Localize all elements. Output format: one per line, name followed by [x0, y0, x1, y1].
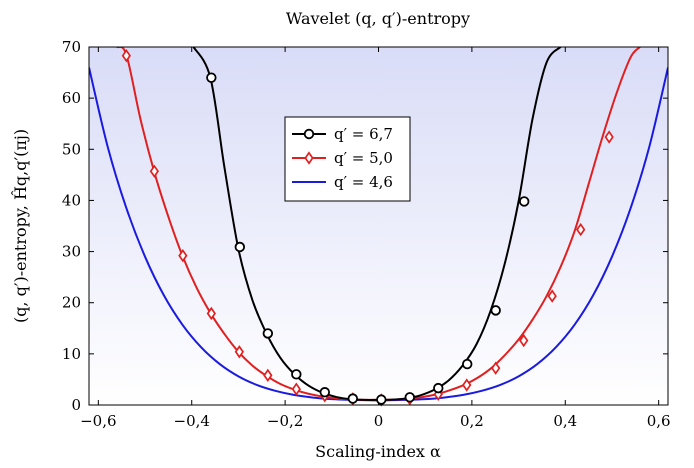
y-tick-label: 50: [62, 140, 81, 158]
legend-label-0: q′ = 6,7: [334, 125, 393, 143]
x-tick-label: 0: [374, 412, 384, 430]
legend-marker-1: [304, 151, 314, 165]
series-1-point: [178, 248, 188, 263]
series-1-point: [576, 222, 586, 237]
series-1-point: [263, 368, 273, 383]
x-tick-label: 0,6: [647, 412, 671, 430]
series-1-point: [234, 345, 244, 359]
series-1-point: [547, 289, 557, 303]
series-0-point: [376, 394, 387, 405]
y-tick-labels: 0 10 20 30 40 50 60 70: [62, 38, 81, 414]
y-tick-label: 40: [62, 191, 81, 209]
y-tick-label: 10: [62, 345, 81, 363]
plot-background: [89, 47, 668, 405]
series-0-point: [462, 358, 473, 370]
x-axis-title: Scaling-index α: [315, 442, 441, 461]
x-tick-label: 0,2: [460, 412, 484, 430]
legend-marker-0: [303, 128, 315, 140]
series-1-point: [149, 164, 160, 178]
series-1-point: [519, 333, 529, 348]
x-tick-label: −0,4: [174, 412, 210, 430]
series-0-point: [319, 387, 331, 398]
series-0-point: [234, 241, 246, 253]
y-tick-label: 60: [62, 89, 81, 107]
series-1-point: [491, 361, 501, 375]
series-0-point: [262, 328, 274, 339]
series-0-point: [404, 392, 415, 403]
marker-group: [121, 49, 614, 407]
x-tick-label: 0,4: [553, 412, 577, 430]
y-axis-title: (q, q′)-entropy, Ĥq,q′(πj): [10, 129, 30, 323]
y-tick-label: 70: [62, 38, 81, 56]
series-1-point: [291, 382, 301, 396]
series-1-point: [206, 306, 216, 321]
y-tick-label: 0: [71, 396, 81, 414]
y-tick-label: 30: [62, 243, 81, 261]
series-1-point: [604, 130, 614, 144]
series-1-point: [462, 378, 472, 392]
series-1-point: [121, 49, 131, 63]
series-0-point: [518, 196, 530, 207]
plot-frame: [88, 46, 669, 406]
series-0-point: [490, 305, 501, 316]
legend-label-2: q′ = 4,6: [334, 173, 393, 191]
series-0-point: [347, 393, 359, 404]
series-0-point: [291, 369, 302, 380]
x-tick-label: −0,2: [267, 412, 303, 430]
legend-label-1: q′ = 5,0: [334, 149, 393, 167]
legend: q′ = 6,7 q′ = 5,0 q′ = 4,6: [284, 116, 411, 202]
chart-title: Wavelet (q, q′)-entropy: [286, 9, 470, 28]
x-tick-labels: −0,6 −0,4 −0,2 0 0,2 0,4 0,6: [80, 412, 670, 430]
y-tick-label: 20: [62, 294, 81, 312]
series-0-point: [433, 382, 444, 394]
x-tick-label: −0,6: [80, 412, 116, 430]
series-0-point: [206, 72, 217, 83]
